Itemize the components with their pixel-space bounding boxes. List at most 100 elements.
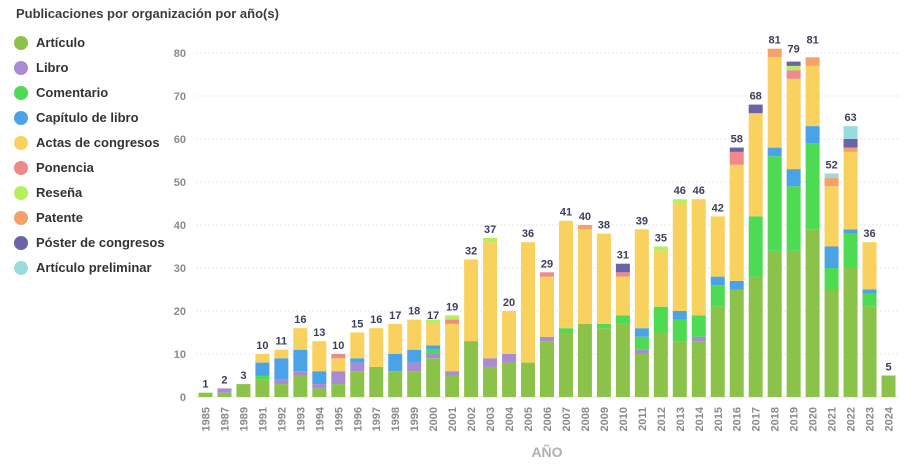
bar-segment	[843, 229, 858, 234]
bar-segment	[312, 341, 327, 372]
bar-total-label: 2	[221, 374, 227, 386]
x-tick-label: 2010	[618, 407, 630, 431]
bar-total-label: 81	[769, 35, 781, 47]
x-tick-label: 2022	[846, 407, 858, 431]
bar-total-label: 68	[750, 91, 762, 103]
bar-segment	[634, 336, 649, 350]
bar-total-label: 20	[503, 297, 515, 309]
bar-segment	[786, 61, 801, 66]
bar-segment	[634, 354, 649, 397]
x-tick-label: 1997	[371, 407, 383, 431]
bar-total-label: 3	[240, 370, 246, 382]
legend-item[interactable]: Artículo	[14, 30, 165, 55]
legend-item[interactable]: Libro	[14, 55, 165, 80]
bar-total-label: 10	[332, 340, 344, 352]
legend-label: Artículo	[36, 35, 86, 50]
bar-total-label: 17	[389, 310, 401, 322]
bar-segment	[710, 306, 725, 397]
bar-segment	[577, 229, 592, 324]
x-tick-label: 2017	[751, 407, 763, 431]
y-tick-label: 0	[180, 392, 186, 404]
legend-label: Póster de congresos	[36, 235, 165, 250]
x-tick-label: 2015	[713, 407, 725, 431]
bar-segment	[786, 70, 801, 79]
bar-segment	[767, 250, 782, 397]
bar-total-label: 16	[370, 314, 382, 326]
bar-total-label: 58	[731, 134, 743, 146]
y-tick-label: 30	[174, 263, 186, 275]
bar-segment	[691, 341, 706, 397]
bar-total-label: 81	[806, 35, 818, 47]
x-tick-label: 2003	[485, 407, 497, 431]
bar-total-label: 46	[674, 185, 686, 197]
bar-segment	[407, 349, 422, 363]
legend-item[interactable]: Reseña	[14, 180, 165, 205]
bar-total-label: 19	[446, 301, 458, 313]
bar-segment	[558, 220, 573, 329]
bar-segment	[217, 392, 232, 397]
bar-segment	[350, 362, 365, 372]
x-tick-label: 1985	[200, 407, 212, 431]
bar-segment	[426, 349, 441, 354]
x-tick-label: 2004	[504, 406, 516, 431]
bar-total-label: 32	[465, 245, 477, 257]
y-tick-label: 80	[174, 48, 186, 60]
bar-total-label: 63	[844, 112, 856, 124]
bar-segment	[748, 216, 763, 277]
bar-segment	[786, 78, 801, 170]
bar-segment	[691, 336, 706, 342]
y-tick-label: 50	[174, 177, 186, 189]
legend: Artículo Libro Comentario Capítulo de libro…	[14, 30, 165, 280]
bar-total-label: 1	[202, 379, 208, 391]
legend-swatch	[14, 110, 28, 125]
bar-segment	[786, 250, 801, 397]
bar-segment	[255, 362, 270, 376]
legend-item[interactable]: Artículo preliminar	[14, 255, 165, 280]
bar-segment	[407, 371, 422, 397]
bar-segment	[653, 306, 668, 333]
legend-item[interactable]: Actas de congresos	[14, 130, 165, 155]
bar-segment	[558, 332, 573, 397]
bar-segment	[255, 354, 270, 363]
bar-segment	[483, 242, 498, 359]
bar-segment	[217, 388, 232, 393]
bar-segment	[350, 358, 365, 363]
x-axis-ticks: 1985 1987 1989 1991 1992 1993 1994 1995 1996 1997…	[200, 406, 895, 431]
bar-segment	[445, 323, 460, 372]
bar-segment	[596, 328, 611, 397]
legend-item[interactable]: Ponencia	[14, 155, 165, 180]
bar-segment	[710, 276, 725, 286]
bar-total-label: 38	[598, 220, 610, 232]
bar-segment	[672, 311, 687, 320]
bar-segment	[862, 293, 877, 307]
bar-total-label: 37	[484, 224, 496, 236]
bar-segment	[540, 276, 554, 337]
bar-segment	[464, 341, 479, 397]
legend-swatch	[14, 235, 28, 250]
bar-segment	[843, 233, 858, 268]
bar-segment	[672, 203, 687, 311]
bar-segment	[274, 384, 289, 397]
x-tick-label: 2006	[542, 407, 554, 431]
bar-segment	[407, 362, 422, 372]
bar-segment	[540, 336, 554, 342]
bar-segment	[862, 242, 877, 290]
x-tick-label: 1992	[276, 407, 288, 431]
legend-item[interactable]: Patente	[14, 205, 165, 230]
bar-segment	[274, 358, 289, 380]
bar-segment	[634, 328, 649, 337]
legend-item[interactable]: Comentario	[14, 80, 165, 105]
bar-segment	[331, 354, 346, 359]
x-tick-label: 1996	[352, 407, 364, 431]
bar-total-label: 10	[256, 340, 268, 352]
chart-title: Publicaciones por organización por año(s…	[16, 6, 279, 21]
bar-segment	[388, 323, 403, 354]
bar-segment	[824, 173, 839, 178]
y-axis-ticks: 0 10 20 30 40 50 60 70 80	[174, 48, 186, 404]
bar-segment	[198, 392, 213, 397]
bar-total-label: 18	[408, 306, 420, 318]
legend-item[interactable]: Póster de congresos	[14, 230, 165, 255]
x-tick-label: 1989	[238, 407, 250, 431]
bar-total-label: 13	[313, 327, 325, 339]
legend-item[interactable]: Capítulo de libro	[14, 105, 165, 130]
